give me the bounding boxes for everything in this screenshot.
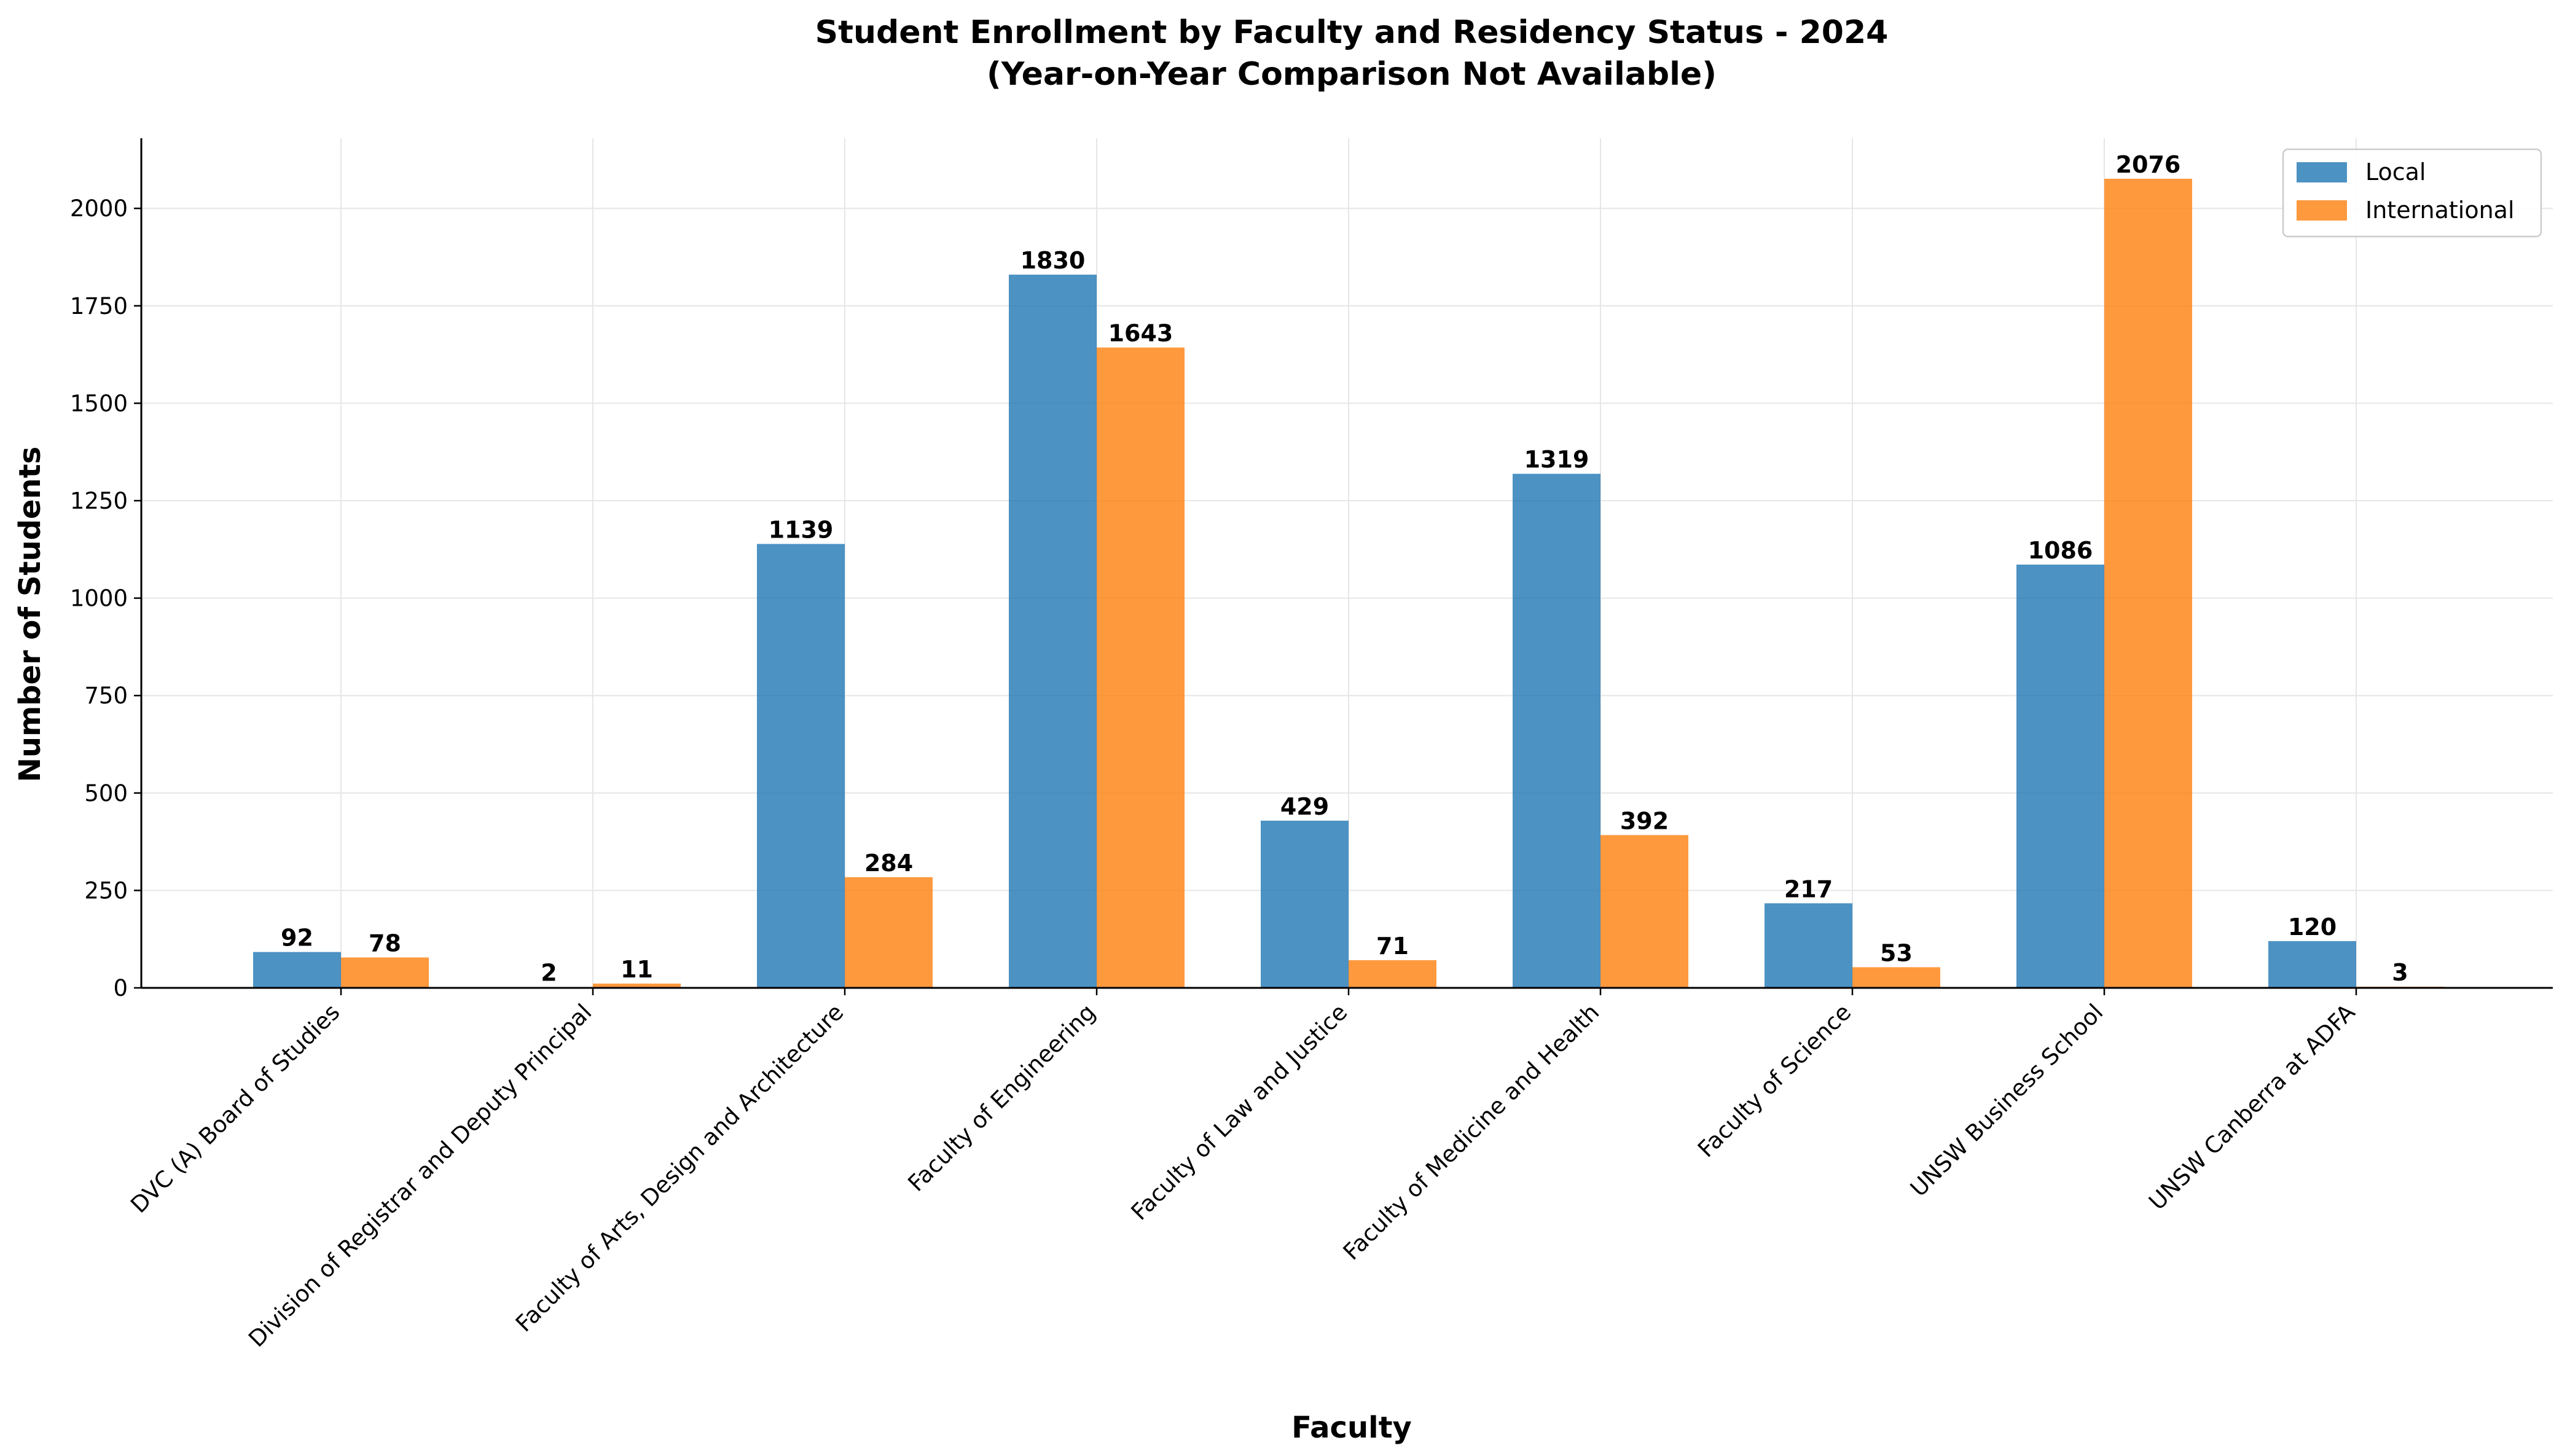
legend-swatch (2297, 200, 2347, 221)
bar-local (1261, 820, 1349, 988)
legend-swatch (2297, 162, 2347, 182)
y-tick-label: 500 (84, 780, 128, 807)
bar-local (1765, 903, 1852, 988)
data-label: 78 (369, 930, 401, 957)
bar-international (1600, 835, 1688, 988)
data-label: 392 (1620, 807, 1669, 834)
x-tick-label: Faculty of Law and Justice (1126, 999, 1353, 1226)
bar-local (2016, 565, 2104, 988)
data-labels: 92 2 1139 1830 429 1319 217 1086 120 78 11 284 1643 7… (281, 151, 2408, 987)
data-label: 71 (1376, 933, 1409, 960)
y-tick-label: 2000 (70, 195, 128, 222)
bar-local (757, 544, 845, 988)
y-tick-label: 1500 (70, 390, 128, 417)
data-label: 1086 (2028, 537, 2093, 564)
y-axis-label: Number of Students (13, 447, 47, 783)
y-tick-label: 0 (113, 975, 128, 1001)
x-axis-label: Faculty (1291, 1411, 1412, 1445)
bar-international (593, 984, 681, 988)
bar-local (253, 952, 341, 988)
data-label: 1139 (769, 516, 834, 543)
data-label: 1643 (1108, 320, 1173, 347)
chart-title: Student Enrollment by Faculty and Reside… (815, 14, 1889, 51)
x-tick-label: Faculty of Medicine and Health (1338, 999, 1605, 1266)
legend-frame (2282, 148, 2542, 238)
data-label: 2076 (2116, 151, 2181, 178)
bar-international (341, 957, 429, 988)
bar-local (1009, 275, 1097, 988)
data-label: 1830 (1020, 247, 1086, 274)
data-label: 3 (2392, 959, 2408, 986)
bar-international (2104, 178, 2192, 988)
bar-international (1097, 347, 1185, 988)
bar-international (1349, 960, 1436, 988)
bar-international (1852, 967, 1940, 988)
data-label: 120 (2288, 914, 2337, 941)
y-tick-label: 1000 (70, 585, 128, 612)
data-label: 429 (1280, 793, 1329, 820)
data-label: 53 (1880, 939, 1913, 966)
legend: Local International (2282, 148, 2542, 238)
data-label: 284 (864, 850, 913, 877)
y-tick-label: 1250 (70, 488, 128, 514)
x-tick-label: Faculty of Engineering (903, 999, 1100, 1197)
y-tick-label: 750 (84, 683, 128, 709)
x-tick-label: Faculty of Science (1693, 999, 1856, 1162)
y-tick-label: 1750 (70, 293, 128, 319)
bar-local (1513, 474, 1600, 988)
y-tick-label: 250 (84, 877, 128, 904)
axes (134, 138, 2553, 995)
bar-local (2268, 941, 2356, 988)
data-label: 11 (621, 956, 653, 983)
legend-label: International (2365, 197, 2515, 224)
data-label: 92 (281, 925, 313, 952)
bars (253, 178, 2444, 988)
legend-label: Local (2365, 159, 2426, 186)
data-label: 2 (541, 960, 557, 987)
x-tick-label: UNSW Business School (1905, 999, 2108, 1202)
bar-international (845, 877, 933, 988)
chart-subtitle: (Year-on-Year Comparison Not Available) (987, 56, 1717, 93)
x-tick-label: UNSW Canberra at ADFA (2144, 999, 2360, 1215)
data-label: 217 (1784, 875, 1833, 902)
x-tick-label: DVC (A) Board of Studies (125, 999, 345, 1218)
data-label: 1319 (1524, 446, 1589, 473)
